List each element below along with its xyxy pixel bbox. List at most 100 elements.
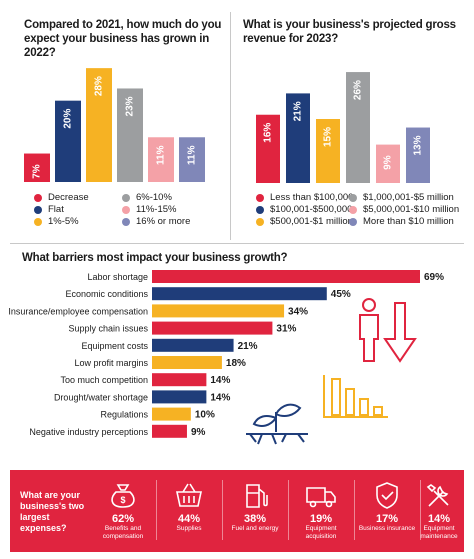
value-label-3: 31% xyxy=(276,324,296,335)
bar-label-1: 20% xyxy=(63,109,74,129)
expense-item: 14% Equipment maintenance xyxy=(414,480,464,541)
category-label-1: Economic conditions xyxy=(65,289,148,299)
bar-4 xyxy=(376,144,400,183)
expense-separator xyxy=(420,480,421,540)
expense-separator xyxy=(354,480,355,540)
expense-item: 44% Supplies xyxy=(158,480,220,533)
category-label-0: Labor shortage xyxy=(87,272,148,282)
legend-label: 1%-5% xyxy=(48,216,79,227)
legend-label: Flat xyxy=(48,204,64,215)
bar-label-2: 28% xyxy=(94,76,105,96)
value-label-4: 21% xyxy=(238,341,258,352)
bar-5 xyxy=(406,127,430,183)
bar-label-5: 13% xyxy=(413,135,424,155)
bar-3 xyxy=(346,72,370,183)
category-label-4: Equipment costs xyxy=(81,341,148,351)
legend-label: $1,000,001-$5 million xyxy=(363,192,454,203)
legend-swatch xyxy=(122,218,130,226)
bar-0 xyxy=(256,114,280,183)
expense-item: 38% Fuel and energy xyxy=(224,480,286,533)
value-label-5: 18% xyxy=(226,358,246,369)
legend-item: $500,001-$1 million xyxy=(256,216,353,228)
expense-item: $ 62% Benefits and compensation xyxy=(92,480,154,541)
legend-item: Flat xyxy=(34,204,64,216)
hbar-6 xyxy=(152,373,207,387)
wilted-plant-icon xyxy=(246,403,308,445)
expense-separator xyxy=(156,480,157,540)
vertical-divider xyxy=(230,12,231,240)
legend-label: 16% or more xyxy=(136,216,191,227)
legend-label: 6%-10% xyxy=(136,192,172,203)
bar-label-1: 21% xyxy=(293,101,304,121)
legend-item: Less than $100,000 xyxy=(256,192,353,204)
value-label-6: 14% xyxy=(210,375,230,386)
legend-item: More than $10 million xyxy=(349,216,454,228)
legend-label: $500,001-$1 million xyxy=(270,216,353,227)
fuel-pump-icon xyxy=(246,484,268,508)
bar-2 xyxy=(86,68,112,182)
category-label-2: Insurance/employee compensation xyxy=(8,306,148,316)
legend-swatch xyxy=(256,194,264,202)
hbar-5 xyxy=(152,356,222,369)
category-label-7: Drought/water shortage xyxy=(54,392,148,402)
chart2-title: What is your business's projected gross … xyxy=(243,19,456,45)
expenses-panel: What are your business's two largest exp… xyxy=(10,470,464,552)
hbar-4 xyxy=(152,338,234,352)
legend-swatch xyxy=(34,206,42,214)
legend-item: 1%-5% xyxy=(34,216,79,228)
worker-down-arrow-icon xyxy=(359,298,417,363)
expense-separator xyxy=(222,480,223,540)
bar-1 xyxy=(55,100,81,182)
hbar-1 xyxy=(152,287,327,301)
bar-0 xyxy=(24,153,50,182)
chart3-bars: Labor shortage 69% Economic conditions 45% I… xyxy=(8,270,444,438)
legend-label: Decrease xyxy=(48,192,89,203)
chart1-title: Compared to 2021, how much do you expect… xyxy=(24,19,222,59)
category-label-5: Low profit margins xyxy=(74,358,148,368)
legend-swatch xyxy=(34,218,42,226)
bar-label-0: 7% xyxy=(32,164,43,179)
legend-item: $1,000,001-$5 million xyxy=(349,192,454,204)
value-label-0: 69% xyxy=(424,272,444,283)
bar-4 xyxy=(148,137,174,182)
legend-swatch xyxy=(34,194,42,202)
legend-item: $100,001-$500,000 xyxy=(256,204,352,216)
category-label-3: Supply chain issues xyxy=(68,324,148,334)
legend-swatch xyxy=(122,206,130,214)
value-label-9: 9% xyxy=(191,427,206,438)
legend-swatch xyxy=(122,194,130,202)
legend-swatch xyxy=(349,206,357,214)
legend-label: $100,001-$500,000 xyxy=(270,204,353,215)
legend-item: 11%-15% xyxy=(122,204,177,216)
hbar-0 xyxy=(152,270,420,283)
legend-swatch xyxy=(349,194,357,202)
chart2-bars: 16% 21% 15% 26% 9% 13% xyxy=(256,72,430,183)
legend-label: More than $10 million xyxy=(363,216,454,227)
hbar-9 xyxy=(152,424,187,438)
value-label-7: 14% xyxy=(210,392,230,403)
category-label-6: Too much competition xyxy=(60,375,148,385)
bar-1 xyxy=(286,93,310,183)
value-label-8: 10% xyxy=(195,410,215,421)
hbar-8 xyxy=(152,407,191,421)
legend-item: 6%-10% xyxy=(122,192,172,204)
legend-swatch xyxy=(256,206,264,214)
expense-separator xyxy=(288,480,289,540)
value-label-2: 34% xyxy=(288,306,308,317)
category-label-8: Regulations xyxy=(100,410,148,420)
bar-label-0: 16% xyxy=(263,123,274,143)
legend-item: $5,000,001-$10 million xyxy=(349,204,459,216)
bar-label-4: 9% xyxy=(383,155,394,170)
expenses-question: What are your business's two largest exp… xyxy=(20,490,85,533)
chart1-bars: 7% 20% 28% 23% 11% 11% xyxy=(24,68,205,182)
svg-text:$: $ xyxy=(120,495,125,505)
bar-3 xyxy=(117,88,143,182)
legend-swatch xyxy=(349,218,357,226)
shield-check-icon xyxy=(376,482,398,509)
value-label-1: 45% xyxy=(331,289,351,300)
horizontal-divider xyxy=(10,243,464,244)
declining-chart-icon xyxy=(323,375,388,418)
bar-label-3: 26% xyxy=(353,80,364,100)
bar-label-3: 23% xyxy=(125,96,136,116)
chart3-title: What barriers most impact your business … xyxy=(22,252,288,264)
